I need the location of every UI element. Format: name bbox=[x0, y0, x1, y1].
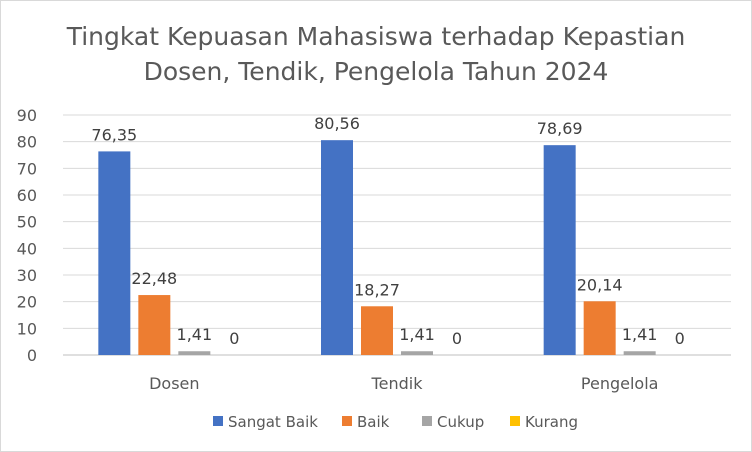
bar bbox=[98, 151, 131, 355]
data-label: 0 bbox=[675, 329, 685, 348]
data-label: 76,35 bbox=[91, 125, 137, 144]
x-tick-label: Tendik bbox=[371, 374, 424, 393]
y-tick-label: 60 bbox=[17, 186, 37, 205]
y-tick-label: 20 bbox=[17, 293, 37, 312]
x-tick-label: Pengelola bbox=[581, 374, 659, 393]
chart-title-line-2: Dosen, Tendik, Pengelola Tahun 2024 bbox=[143, 57, 609, 86]
x-tick-label: Dosen bbox=[149, 374, 199, 393]
data-label: 22,48 bbox=[131, 269, 177, 288]
data-label: 18,27 bbox=[354, 280, 400, 299]
data-label: 0 bbox=[229, 329, 239, 348]
legend-swatch bbox=[510, 416, 520, 426]
data-label: 78,69 bbox=[537, 119, 583, 138]
bar bbox=[321, 140, 353, 355]
data-label: 20,14 bbox=[577, 275, 623, 294]
y-tick-label: 0 bbox=[27, 346, 37, 365]
bar bbox=[401, 351, 433, 355]
legend-label: Sangat Baik bbox=[228, 413, 318, 431]
bar bbox=[178, 351, 211, 355]
bar bbox=[583, 301, 616, 355]
legend-swatch bbox=[342, 416, 352, 426]
data-label: 80,56 bbox=[314, 114, 360, 133]
y-tick-label: 30 bbox=[17, 266, 37, 285]
bar bbox=[623, 351, 656, 355]
legend-label: Baik bbox=[357, 413, 390, 431]
chart-title-line-1: Tingkat Kepuasan Mahasiswa terhadap Kepa… bbox=[66, 22, 686, 51]
data-label: 1,41 bbox=[177, 325, 213, 344]
data-label: 1,41 bbox=[399, 325, 435, 344]
y-tick-label: 90 bbox=[17, 106, 37, 125]
y-tick-label: 50 bbox=[17, 213, 37, 232]
legend-swatch bbox=[422, 416, 432, 426]
y-tick-label: 40 bbox=[17, 239, 37, 258]
y-tick-label: 80 bbox=[17, 133, 37, 152]
legend-swatch bbox=[213, 416, 223, 426]
data-label: 0 bbox=[452, 329, 462, 348]
bar bbox=[543, 145, 576, 355]
y-tick-label: 70 bbox=[17, 159, 37, 178]
legend-label: Kurang bbox=[525, 413, 578, 431]
y-tick-label: 10 bbox=[17, 319, 37, 338]
chart-title: Tingkat Kepuasan Mahasiswa terhadap Kepa… bbox=[1, 19, 751, 89]
bar bbox=[361, 306, 393, 355]
bar bbox=[138, 295, 171, 355]
data-label: 1,41 bbox=[622, 325, 658, 344]
legend-label: Cukup bbox=[437, 413, 484, 431]
